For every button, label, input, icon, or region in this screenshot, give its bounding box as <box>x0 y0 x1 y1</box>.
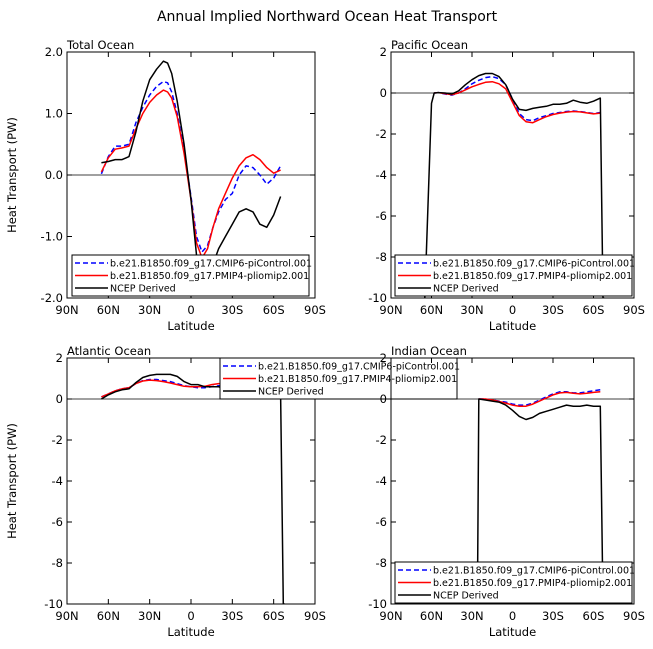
x-tick-label: 60S <box>583 303 605 317</box>
x-tick-label: 60N <box>97 303 120 317</box>
x-tick-label: 90S <box>623 609 645 623</box>
x-axis-label: Latitude <box>489 319 536 333</box>
y-axis-label: Heat Transport (PW) <box>5 117 19 233</box>
legend-label-3: NCEP Derived <box>258 387 324 398</box>
y-tick-label: 0.0 <box>45 168 63 182</box>
y-tick-label: -2.0 <box>41 291 63 305</box>
y-tick-label: -4 <box>52 474 63 488</box>
series-line-2 <box>434 80 601 124</box>
y-tick-label: -6 <box>376 209 387 223</box>
x-axis-label: Latitude <box>167 319 214 333</box>
panel-title: Indian Ocean <box>391 344 467 358</box>
series-line-3 <box>424 72 605 298</box>
x-tick-label: 0 <box>187 609 194 623</box>
y-tick-label: -6 <box>376 515 387 529</box>
x-tick-label: 90N <box>55 303 78 317</box>
panel-pacific-ocean: 90N 60N 30N 0 30S 60S 90S 2 0 -2 -4 -6 -8 -10 Pacific … <box>368 38 645 333</box>
series-line-1 <box>434 75 601 122</box>
panel-atlantic-ocean: 90N 60N 30N 0 30S 60S 90S 2 0 -2 -4 -6 -8 -10 Atlantic… <box>5 344 460 639</box>
y-tick-label: 0 <box>380 86 387 100</box>
x-tick-label: 60N <box>420 609 443 623</box>
x-tick-label: 0 <box>187 303 194 317</box>
panel-title: Pacific Ocean <box>391 38 468 52</box>
y-tick-label: 2 <box>380 351 387 365</box>
legend-label-3: NCEP Derived <box>433 591 499 602</box>
x-tick-label: 30N <box>138 609 161 623</box>
y-tick-label: -10 <box>44 597 63 611</box>
x-tick-label: 90S <box>304 303 326 317</box>
legend: b.e21.B1850.f09_g17.CMIP6-piControl.001b… <box>394 254 635 297</box>
legend-label-1: b.e21.B1850.f09_g17.CMIP6-piControl.001 <box>258 362 460 373</box>
y-tick-label: -2 <box>376 127 387 141</box>
y-tick-label: -8 <box>376 556 387 570</box>
y-tick-label: -10 <box>368 291 387 305</box>
legend-label-3: NCEP Derived <box>110 284 176 295</box>
panel-indian-ocean: 90N 60N 30N 0 30S 60S 90S 2 0 -2 -4 -6 -8 -10 Indian O… <box>368 344 645 639</box>
y-tick-label: 1.0 <box>45 107 63 121</box>
legend-box <box>71 254 310 297</box>
y-tick-label: -6 <box>52 515 63 529</box>
y-tick-label: -10 <box>368 597 387 611</box>
legend-label-2: b.e21.B1850.f09_g17.PMIP4-pliomip2.001 <box>433 271 632 282</box>
panel-title: Atlantic Ocean <box>67 344 151 358</box>
legend: b.e21.B1850.f09_g17.CMIP6-piControl.001b… <box>394 561 635 604</box>
x-tick-label: 30S <box>221 609 243 623</box>
series-line-3 <box>476 398 605 604</box>
x-tick-label: 30S <box>542 609 564 623</box>
series-line-3 <box>101 60 282 278</box>
legend-label-2: b.e21.B1850.f09_g17.PMIP4-pliomip2.001 <box>433 578 632 589</box>
y-tick-label: 2.0 <box>45 45 63 59</box>
legend-label-3: NCEP Derived <box>433 284 499 295</box>
x-tick-label: 0 <box>509 609 516 623</box>
x-tick-label: 30S <box>221 303 243 317</box>
x-tick-label: 30S <box>542 303 564 317</box>
x-axis-label: Latitude <box>489 625 536 639</box>
panel-total-ocean: 90N 60N 30N 0 30S 60S 90S 2.0 1.0 0.0 -1.0 -2.0 Tota… <box>5 38 326 333</box>
legend-label-1: b.e21.B1850.f09_g17.CMIP6-piControl.001 <box>433 259 635 270</box>
x-tick-label: 90S <box>304 609 326 623</box>
y-tick-label: 2 <box>56 351 63 365</box>
y-tick-label: -4 <box>376 168 387 182</box>
x-tick-label: 60S <box>263 609 285 623</box>
series-line-1 <box>100 80 282 253</box>
y-axis-label: Heat Transport (PW) <box>5 423 19 539</box>
x-tick-label: 90N <box>379 609 402 623</box>
y-tick-label: -8 <box>376 250 387 264</box>
series-line-1 <box>478 389 601 406</box>
panel-title: Total Ocean <box>66 38 134 52</box>
x-tick-label: 30N <box>138 303 161 317</box>
legend-label-1: b.e21.B1850.f09_g17.CMIP6-piControl.001 <box>433 566 635 577</box>
y-tick-label: -1.0 <box>41 230 63 244</box>
x-axis-label: Latitude <box>167 625 214 639</box>
legend-label-2: b.e21.B1850.f09_g17.PMIP4-pliomip2.001 <box>258 374 457 385</box>
legend-box <box>394 561 633 604</box>
x-tick-label: 30N <box>460 303 483 317</box>
legend: b.e21.B1850.f09_g17.CMIP6-piControl.001b… <box>71 254 312 297</box>
x-tick-label: 60S <box>583 609 605 623</box>
x-tick-label: 90N <box>379 303 402 317</box>
legend-box <box>219 357 458 400</box>
figure-title: Annual Implied Northward Ocean Heat Tran… <box>157 9 498 25</box>
legend-label-1: b.e21.B1850.f09_g17.CMIP6-piControl.001 <box>110 259 312 270</box>
y-tick-label: 2 <box>380 45 387 59</box>
legend-box <box>394 254 633 297</box>
y-tick-label: -8 <box>52 556 63 570</box>
y-tick-label: -2 <box>376 433 387 447</box>
y-tick-label: -2 <box>52 433 63 447</box>
y-tick-label: -4 <box>376 474 387 488</box>
legend-label-2: b.e21.B1850.f09_g17.PMIP4-pliomip2.001 <box>110 271 309 282</box>
series-line-2 <box>100 89 281 259</box>
x-tick-label: 60N <box>420 303 443 317</box>
y-tick-label: 0 <box>56 392 63 406</box>
x-tick-label: 90S <box>623 303 645 317</box>
legend: b.e21.B1850.f09_g17.CMIP6-piControl.001b… <box>219 357 460 400</box>
x-tick-label: 30N <box>460 609 483 623</box>
x-tick-label: 0 <box>509 303 516 317</box>
x-tick-label: 90N <box>55 609 78 623</box>
x-tick-label: 60S <box>263 303 285 317</box>
series-line-3 <box>101 373 285 604</box>
y-tick-label: 0 <box>380 392 387 406</box>
x-tick-label: 60N <box>97 609 120 623</box>
